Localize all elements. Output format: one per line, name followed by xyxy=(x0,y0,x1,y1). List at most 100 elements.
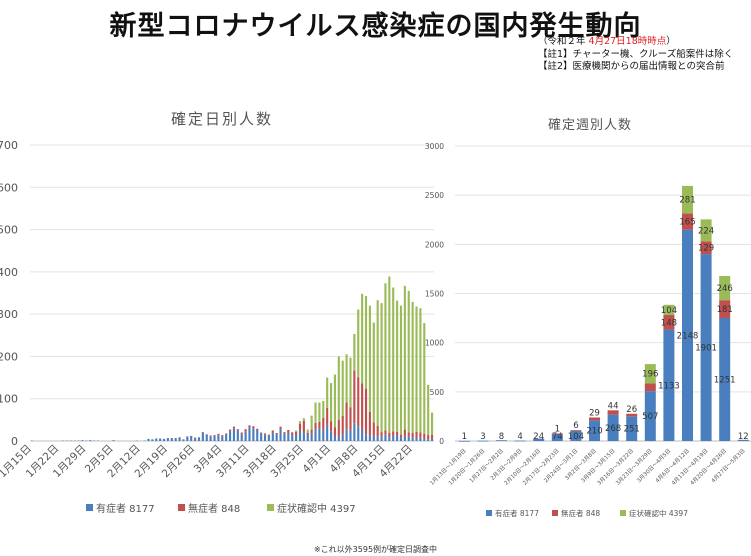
weekly-bar-症状確認中 xyxy=(644,364,656,384)
daily-bar-症状確認中 xyxy=(388,276,391,433)
daily-bar-無症者 xyxy=(384,430,387,435)
weekly-data-label: 196 xyxy=(642,370,658,380)
daily-legend-swatch xyxy=(86,504,93,511)
weekly-data-label: 104 xyxy=(568,432,584,442)
daily-bar-無症者 xyxy=(209,435,212,437)
weekly-x-tick: 2月24日～3月1日 xyxy=(543,447,580,484)
weekly-bar-症状確認中 xyxy=(663,304,675,316)
daily-bar-無症者 xyxy=(349,407,352,431)
weekly-data-label: 74 xyxy=(552,432,563,442)
daily-bar-有症者 xyxy=(388,437,391,441)
daily-bar-有症者 xyxy=(151,439,154,441)
weekly-bar-無症者 xyxy=(700,241,712,255)
weekly-legend-label: 症状確認中 4397 xyxy=(629,508,688,518)
daily-bar-無症者 xyxy=(306,432,309,436)
daily-bar-有症者 xyxy=(166,438,169,441)
daily-bar-有症者 xyxy=(260,433,263,441)
weekly-data-label: 246 xyxy=(717,284,733,294)
weekly-data-label: 210 xyxy=(586,427,602,437)
weekly-data-label: 281 xyxy=(679,196,695,206)
daily-bar-有症者 xyxy=(182,439,185,441)
daily-bar-症状確認中 xyxy=(415,306,418,432)
daily-bar-有症者 xyxy=(411,437,414,441)
daily-bar-無症者 xyxy=(380,432,383,437)
daily-y-tick: 400 xyxy=(0,266,18,279)
daily-bar-有症者 xyxy=(295,435,298,441)
daily-bar-症状確認中 xyxy=(372,322,375,423)
daily-bar-無症者 xyxy=(368,411,371,436)
daily-bar-有症者 xyxy=(419,437,422,441)
daily-bar-有症者 xyxy=(174,438,177,441)
weekly-bar-症状確認中 xyxy=(700,219,712,242)
daily-bar-有症者 xyxy=(205,434,208,441)
daily-bar-症状確認中 xyxy=(384,283,387,431)
footnote: ※これ以外3595例が確定日調査中 xyxy=(313,545,438,554)
daily-bar-無症者 xyxy=(337,419,340,437)
daily-y-tick: 300 xyxy=(0,308,18,321)
daily-bar-症状確認中 xyxy=(430,412,434,435)
daily-bar-有症者 xyxy=(349,430,352,441)
weekly-data-label: 268 xyxy=(605,424,621,434)
weekly-bar-症状確認中 xyxy=(682,185,693,214)
daily-bar-有症者 xyxy=(399,437,403,441)
daily-bar-症状確認中 xyxy=(341,360,344,416)
daily-bar-無症者 xyxy=(248,425,251,428)
daily-bar-無症者 xyxy=(329,421,333,432)
weekly-data-label: 148 xyxy=(661,318,677,328)
weekly-bar-症状確認中 xyxy=(719,275,731,301)
daily-bar-無症者 xyxy=(221,435,224,437)
daily-bar-有症者 xyxy=(318,428,321,441)
weekly-data-label: 26 xyxy=(626,405,637,415)
weekly-data-label: 4 xyxy=(517,432,522,442)
date-note: （令和２年 4月27日18時時点） xyxy=(538,36,676,47)
weekly-legend-swatch xyxy=(552,510,558,516)
daily-bar-症状確認中 xyxy=(376,300,379,426)
daily-bar-無症者 xyxy=(396,431,399,436)
daily-bar-症状確認中 xyxy=(427,384,430,436)
daily-bar-症状確認中 xyxy=(333,374,337,428)
daily-bar-無症者 xyxy=(427,435,430,440)
daily-bar-有症者 xyxy=(217,435,220,441)
daily-bar-無症者 xyxy=(333,427,337,436)
daily-bar-無症者 xyxy=(256,428,259,431)
daily-bar-無症者 xyxy=(275,432,278,435)
daily-bar-無症者 xyxy=(376,425,379,437)
daily-bar-無症者 xyxy=(244,429,247,432)
weekly-legend-swatch xyxy=(486,510,492,516)
daily-bar-無症者 xyxy=(403,429,406,436)
daily-bar-症状確認中 xyxy=(295,430,298,432)
daily-bar-有症者 xyxy=(423,438,426,441)
weekly-x-tick: 3月2日～3月8日 xyxy=(564,447,598,481)
daily-bar-有症者 xyxy=(407,436,410,441)
daily-bar-症状確認中 xyxy=(411,301,414,433)
daily-bar-有症者 xyxy=(322,430,325,441)
daily-bar-無症者 xyxy=(341,415,344,435)
daily-bar-無症者 xyxy=(361,383,364,431)
daily-bar-無症者 xyxy=(388,432,391,438)
daily-bar-有症者 xyxy=(337,436,340,441)
weekly-bar-有症者 xyxy=(514,440,526,442)
weekly-legend-swatch xyxy=(620,510,626,516)
daily-bar-症状確認中 xyxy=(322,400,325,418)
daily-bar-有症者 xyxy=(170,438,173,441)
daily-bar-有症者 xyxy=(302,432,305,441)
daily-bar-症状確認中 xyxy=(349,357,352,408)
weekly-data-label: 224 xyxy=(698,226,714,236)
daily-legend-label: 症状確認中 4397 xyxy=(277,502,356,515)
weekly-bar-有症者 xyxy=(533,438,545,441)
daily-bar-無症者 xyxy=(318,421,321,429)
daily-bar-有症者 xyxy=(263,434,267,441)
daily-bar-症状確認中 xyxy=(396,300,399,432)
daily-bar-無症者 xyxy=(295,431,298,436)
daily-bar-症状確認中 xyxy=(423,323,426,434)
daily-bar-無症者 xyxy=(399,434,403,438)
weekly-data-label: 2148 xyxy=(677,331,699,341)
daily-bar-有症者 xyxy=(396,435,399,441)
daily-bar-有症者 xyxy=(228,431,232,441)
daily-bar-無症者 xyxy=(228,429,232,432)
daily-bar-有症者 xyxy=(287,432,290,441)
daily-bar-有症者 xyxy=(162,438,166,441)
daily-bar-無症者 xyxy=(267,434,270,436)
daily-bar-有症者 xyxy=(341,434,344,441)
daily-bar-有症者 xyxy=(155,438,158,441)
